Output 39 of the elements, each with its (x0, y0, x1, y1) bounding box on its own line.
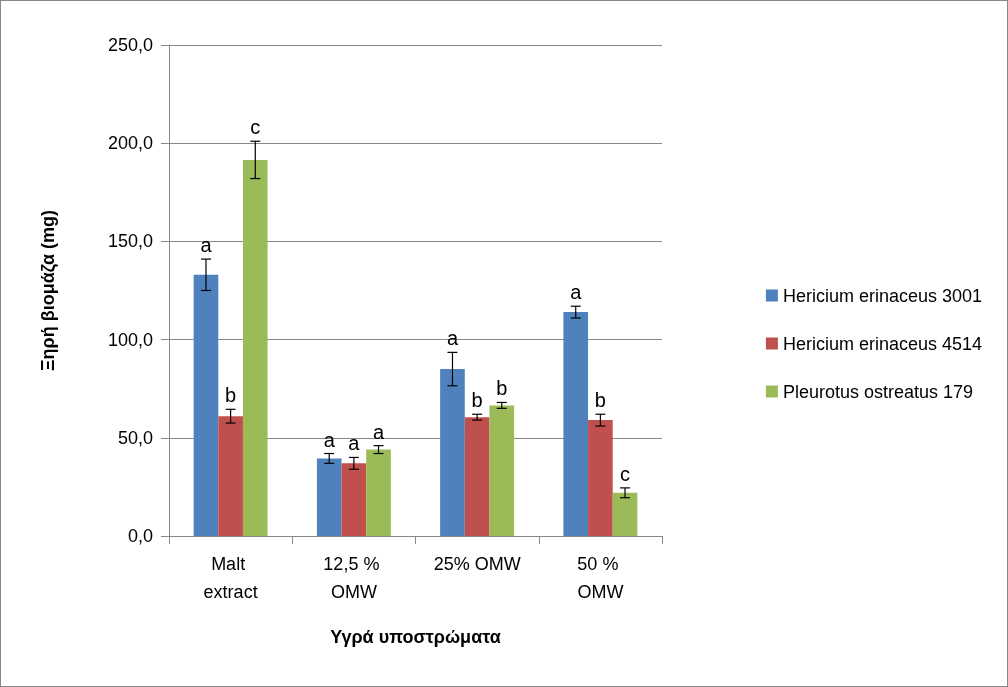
bar (316, 458, 342, 536)
annotation: a (570, 281, 583, 304)
legend-label: Hericium erinaceus 3001 (782, 285, 983, 306)
annotation: b (594, 389, 606, 412)
bar (588, 420, 613, 536)
annotation: a (446, 327, 459, 350)
x-tick-label: Malt extract (203, 554, 258, 602)
annotation: a (200, 234, 213, 257)
bar (489, 405, 515, 536)
annotation: b (496, 377, 508, 400)
annotation: a (323, 428, 336, 451)
legend-label: Hericium erinaceus 4514 (782, 333, 983, 354)
bar (193, 274, 219, 536)
y-tick-label: 100,0 (107, 329, 153, 350)
annotation: a (372, 420, 385, 443)
bar (612, 492, 638, 536)
y-tick-label: 250,0 (107, 35, 153, 55)
annotation: c (250, 116, 261, 139)
y-tick-label: 0,0 (127, 526, 153, 546)
x-tick-label: 50 % OMW (577, 554, 624, 602)
legend-label: Pleurotus ostreatus 179 (782, 381, 974, 402)
x-axis-title: Υγρά υποστρώματα (330, 627, 501, 647)
bar (242, 159, 268, 536)
annotation: b (471, 389, 483, 412)
bar (218, 416, 243, 536)
x-tick-label: 12,5 % OMW (323, 554, 385, 602)
annotation: b (225, 384, 237, 407)
bar (440, 369, 465, 536)
bar (464, 417, 490, 536)
y-tick-label: 200,0 (107, 133, 153, 154)
y-tick-label: 150,0 (107, 231, 153, 252)
y-axis-title: Ξηρή βιομάζα (mg) (38, 209, 59, 372)
x-tick-label: 25% OMW (433, 554, 521, 574)
bar (563, 312, 589, 536)
annotation: a (348, 432, 361, 455)
bar (341, 463, 367, 536)
bar (366, 449, 391, 536)
y-tick-label: 50,0 (117, 427, 153, 448)
annotation: c (620, 462, 631, 485)
